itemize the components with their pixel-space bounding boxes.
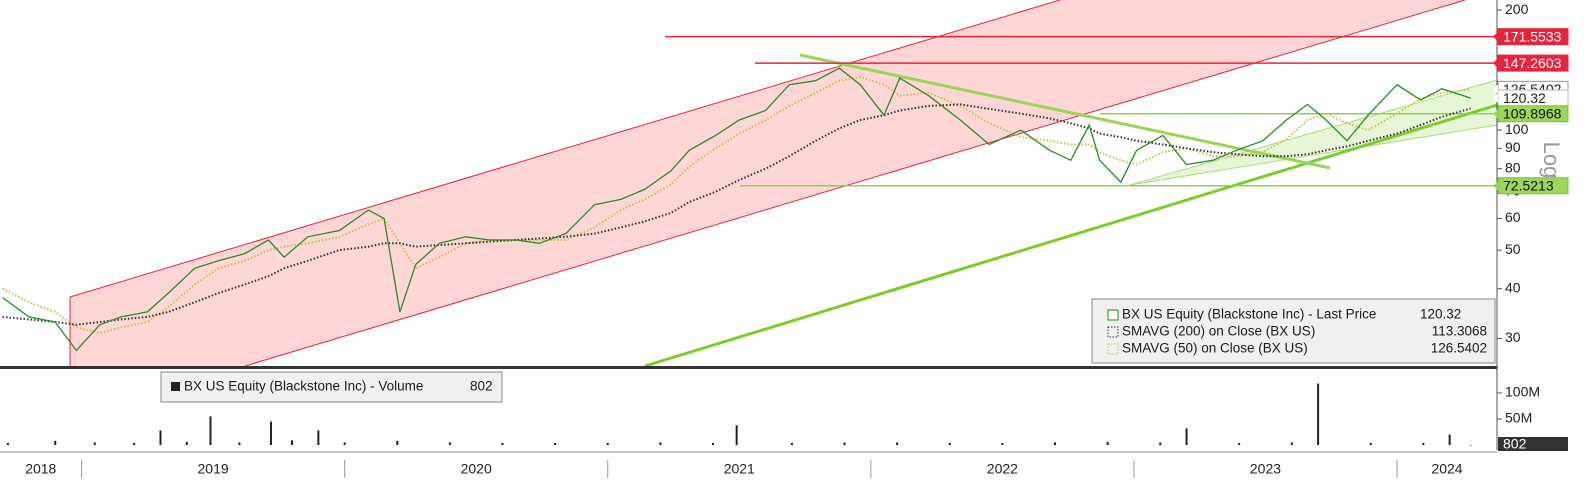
legend-swatch (1107, 343, 1119, 355)
volume-legend: BX US Equity (Blackstone Inc) - Volume 80… (160, 371, 503, 403)
price-panel (2, 0, 1497, 366)
y-tick-label: 50M (1505, 410, 1532, 426)
volume-bar (896, 442, 899, 445)
volume-bar (1422, 442, 1425, 445)
y-tick-label: 60 (1505, 209, 1521, 225)
volume-bar (343, 442, 346, 445)
legend-swatch (1107, 326, 1119, 338)
channel-upper (69, 0, 1061, 298)
legend-swatch (171, 382, 180, 391)
y-tick-label: 200 (1505, 1, 1529, 17)
x-tick-label: 2020 (461, 461, 492, 477)
price-line (2, 67, 1471, 352)
volume-bar (317, 430, 320, 445)
legend-value: 120.32 (1420, 307, 1461, 322)
price-tag-pointer (1493, 108, 1498, 119)
volume-bar (396, 440, 399, 445)
legend-value: 113.3068 (1432, 324, 1487, 339)
x-tick-label: 2022 (987, 461, 1018, 477)
y-tick-label: 100M (1505, 384, 1540, 400)
green-channel-lower (1129, 124, 1497, 186)
price-tag-label: 171.5533 (1503, 28, 1562, 44)
legend-label: SMAVG (50) on Close (BX US) (1122, 341, 1308, 356)
volume-bar (238, 442, 241, 445)
volume-bar (93, 442, 96, 445)
y-tick-label: 50 (1505, 241, 1521, 257)
volume-bar (1448, 434, 1451, 445)
panel-separator (0, 366, 1497, 369)
volume-tag-label: 802 (1503, 436, 1527, 452)
price-tag-label: 72.5213 (1503, 177, 1554, 193)
x-tick-label: 2018 (25, 461, 56, 477)
volume-bar (1106, 441, 1109, 445)
price-tag-pointer (1493, 180, 1498, 191)
volume-bar (291, 440, 294, 445)
volume-bar (1159, 442, 1162, 445)
y-tick-label: 80 (1505, 159, 1521, 175)
price-tag-label: 120.32 (1503, 90, 1546, 106)
channel-lower (244, 0, 1466, 366)
volume-bar (133, 442, 136, 445)
x-tick-label: 2021 (724, 461, 755, 477)
volume-bar (1317, 383, 1320, 445)
support-trendline (644, 103, 1497, 366)
y-tick-label: 100 (1505, 121, 1529, 137)
volume-bar (735, 425, 738, 445)
legend: BX US Equity (Blackstone Inc) - Last Pri… (1091, 298, 1496, 364)
log-scale-label: Log (1539, 142, 1564, 179)
legend-box (1091, 298, 1496, 364)
volume-bar (209, 416, 212, 445)
volume-bar (843, 442, 846, 445)
volume-bar (1369, 442, 1372, 445)
price-tag-pointer (1493, 31, 1498, 42)
y-tick-label: 40 (1505, 279, 1521, 295)
volume-bar (1054, 442, 1057, 445)
legend-swatch (1107, 309, 1119, 321)
green-channel-upper (1129, 79, 1497, 186)
volume-bar (448, 442, 451, 445)
volume-bar (1290, 442, 1293, 445)
volume-bar (54, 440, 57, 445)
price-tag-pointer (1493, 58, 1498, 69)
volume-bar (159, 430, 162, 445)
legend-label: SMAVG (200) on Close (BX US) (1122, 324, 1315, 339)
volume-bar (948, 442, 951, 445)
x-tick-label: 2023 (1250, 461, 1281, 477)
legend-value: 802 (470, 379, 493, 394)
volume-bar (554, 442, 557, 445)
volume-bar (1469, 444, 1472, 446)
price-tag-pointer (1493, 93, 1498, 104)
legend-label: BX US Equity (Blackstone Inc) - Last Pri… (1122, 307, 1376, 322)
volume-bar (6, 442, 9, 445)
y-tick-label: 90 (1505, 139, 1521, 155)
legend-label: BX US Equity (Blackstone Inc) - Volume (184, 379, 423, 394)
volume-bar (1185, 428, 1188, 445)
volume-bar (659, 442, 662, 445)
volume-bar (501, 442, 504, 445)
volume-bar (1001, 442, 1004, 445)
legend-value: 126.5402 (1431, 341, 1487, 356)
y-tick-label: 30 (1505, 329, 1521, 345)
x-tick-label: 2024 (1431, 461, 1462, 477)
volume-bar (606, 442, 609, 445)
volume-bar (790, 442, 793, 445)
price-channel (70, 0, 1465, 366)
volume-bar (269, 421, 272, 445)
price-tag-pointer (1493, 84, 1498, 95)
legend-box (160, 371, 503, 403)
resistance-trendline (799, 53, 1331, 170)
volume-bar (1238, 442, 1241, 445)
volume-bar (711, 442, 714, 445)
volume-bar (185, 441, 188, 445)
volume-tag (1498, 437, 1568, 451)
price-tag-label: 109.8968 (1503, 105, 1562, 121)
price-tag-label: 147.2603 (1503, 55, 1562, 71)
x-tick-label: 2019 (198, 461, 229, 477)
